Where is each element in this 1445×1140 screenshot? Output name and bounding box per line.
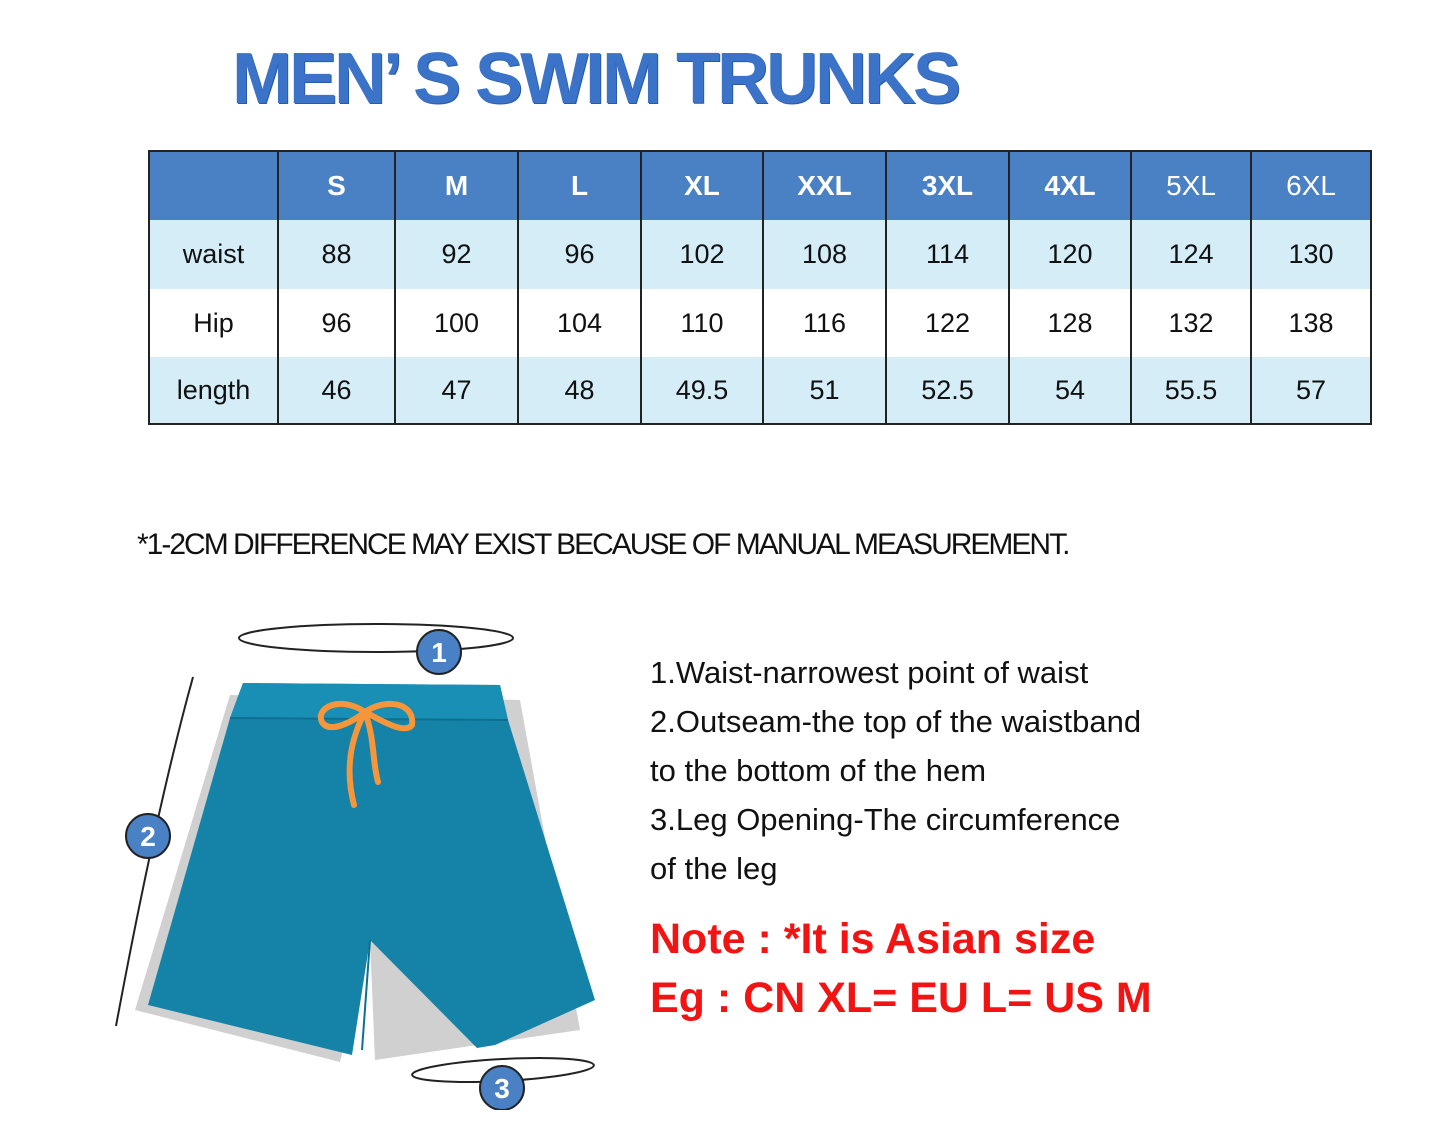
header-cell <box>149 151 278 220</box>
svg-text:2: 2 <box>140 821 156 852</box>
note-line-size-conversion: Eg : CN XL= EU L= US M <box>650 974 1152 1022</box>
header-cell: L <box>517 151 641 220</box>
description-line: 2.Outseam-the top of the waistband <box>650 704 1142 739</box>
header-cell: 4XL <box>1008 151 1131 220</box>
header-cell: 6XL <box>1250 151 1371 220</box>
row-label: waist <box>149 220 278 289</box>
svg-text:3: 3 <box>494 1073 510 1104</box>
table-cell: 120 <box>1008 220 1131 289</box>
header-cell: 5XL <box>1130 151 1251 220</box>
table-cell: 55.5 <box>1130 357 1251 424</box>
table-cell: 47 <box>394 357 518 424</box>
waistband <box>230 683 508 720</box>
table-cell: 102 <box>640 220 763 289</box>
marker-1: 1 <box>416 629 462 675</box>
description-line: to the bottom of the hem <box>650 753 987 788</box>
table-row: Hip 96 100 104 110 116 122 128 132 138 <box>149 289 1371 357</box>
table-cell: 108 <box>762 220 886 289</box>
table-row: waist 88 92 96 102 108 114 120 124 130 <box>149 220 1371 289</box>
table-cell: 92 <box>394 220 518 289</box>
note-line-asian-size: Note : *It is Asian size <box>650 915 1096 963</box>
table-cell: 132 <box>1130 289 1251 357</box>
table-cell: 104 <box>517 289 641 357</box>
shorts-diagram: 1 2 3 <box>115 623 595 1110</box>
table-cell: 114 <box>885 220 1009 289</box>
table-cell: 100 <box>394 289 518 357</box>
header-cell: M <box>394 151 518 220</box>
table-cell: 88 <box>277 220 395 289</box>
description-line: 3.Leg Opening-The circumference <box>650 802 1121 837</box>
table-cell: 138 <box>1250 289 1371 357</box>
svg-text:1: 1 <box>431 637 447 668</box>
table-cell: 110 <box>640 289 763 357</box>
table-row: length 46 47 48 49.5 51 52.5 54 55.5 57 <box>149 357 1371 424</box>
size-table: S M L XL XXL 3XL 4XL 5XL 6XL waist 88 92… <box>148 150 1372 425</box>
table-cell: 122 <box>885 289 1009 357</box>
table-cell: 130 <box>1250 220 1371 289</box>
header-cell: S <box>277 151 395 220</box>
row-label: Hip <box>149 289 278 357</box>
table-cell: 128 <box>1008 289 1131 357</box>
table-header-row: S M L XL XXL 3XL 4XL 5XL 6XL <box>149 151 1371 220</box>
description-line: 1.Waist-narrowest point of waist <box>650 655 1089 690</box>
size-note: Note : *It is Asian size Eg : CN XL= EU … <box>650 910 1152 1028</box>
table-cell: 51 <box>762 357 886 424</box>
row-label: length <box>149 357 278 424</box>
table-cell: 48 <box>517 357 641 424</box>
header-cell: 3XL <box>885 151 1009 220</box>
header-cell: XL <box>640 151 763 220</box>
header-cell: XXL <box>762 151 886 220</box>
waist-measure-ring <box>238 623 514 653</box>
marker-3: 3 <box>479 1065 525 1110</box>
shorts-body <box>148 683 595 1055</box>
table-cell: 54 <box>1008 357 1131 424</box>
table-cell: 49.5 <box>640 357 763 424</box>
description-line: of the leg <box>650 851 778 886</box>
table-cell: 116 <box>762 289 886 357</box>
marker-2: 2 <box>125 813 171 859</box>
drawstring <box>317 700 416 808</box>
table-cell: 96 <box>517 220 641 289</box>
table-cell: 57 <box>1250 357 1371 424</box>
table-cell: 96 <box>277 289 395 357</box>
measurement-disclaimer: *1-2CM DIFFERENCE MAY EXIST BECAUSE OF M… <box>137 528 1070 561</box>
table-cell: 46 <box>277 357 395 424</box>
table-cell: 52.5 <box>885 357 1009 424</box>
measurement-description: 1.Waist-narrowest point of waist 2.Outse… <box>650 648 1141 893</box>
table-cell: 124 <box>1130 220 1251 289</box>
page-title: MEN’ S SWIM TRUNKS <box>232 39 961 119</box>
